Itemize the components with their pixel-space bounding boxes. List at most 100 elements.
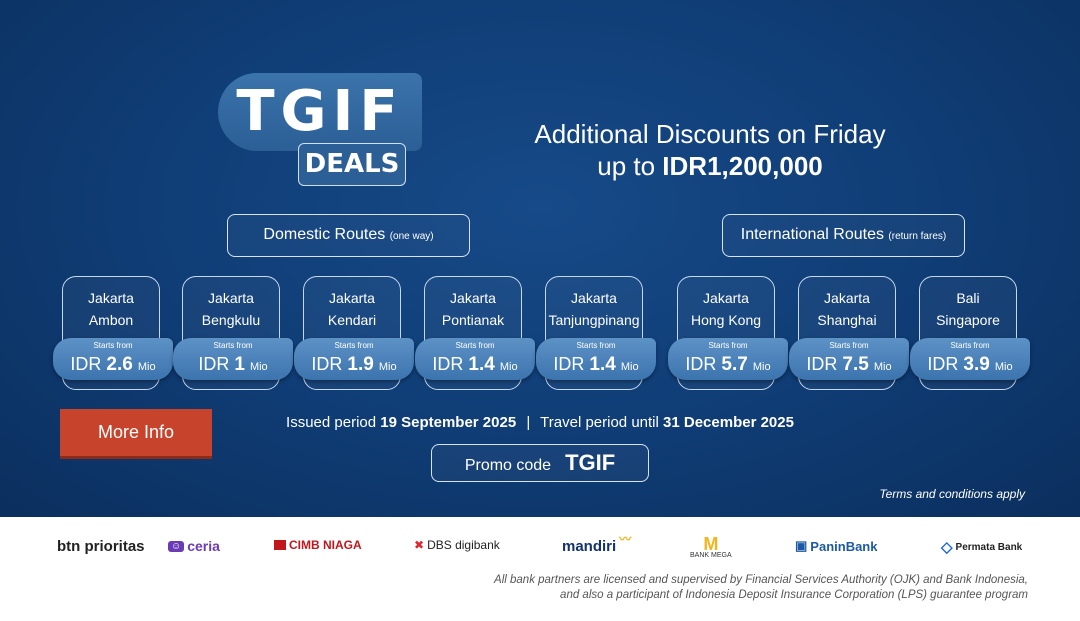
tgif-logo: TGIF <box>218 73 422 151</box>
price-pill: Starts from IDR 1.9 Mio <box>294 338 414 380</box>
route-cities: Jakarta Bengkulu <box>183 287 279 331</box>
price-pill: Starts from IDR 7.5 Mio <box>789 338 909 380</box>
currency: IDR <box>311 354 343 374</box>
route-destination: Shanghai <box>817 312 877 328</box>
starts-from-label: Starts from <box>829 341 869 350</box>
currency: IDR <box>198 354 230 374</box>
price-value: 1.4 <box>589 354 616 375</box>
price-value: 7.5 <box>842 354 869 375</box>
starts-from-label: Starts from <box>334 341 374 350</box>
route-card[interactable]: Jakarta Ambon Starts from IDR 2.6 Mio <box>53 276 173 390</box>
route-cities: Jakarta Ambon <box>63 287 159 331</box>
price-unit: Mio <box>873 361 892 373</box>
price-unit: Mio <box>752 361 771 373</box>
starts-from-label: Starts from <box>213 341 253 350</box>
route-origin: Jakarta <box>703 290 749 306</box>
international-note: (return fares) <box>888 231 947 242</box>
route-origin: Bali <box>956 290 980 306</box>
headline-line1: Additional Discounts on Friday <box>534 119 886 149</box>
international-label: International Routes <box>740 226 884 243</box>
price-pill: Starts from IDR 1 Mio <box>173 338 293 380</box>
terms-link[interactable]: Terms and conditions apply <box>879 487 1025 501</box>
route-destination: Bengkulu <box>201 312 261 328</box>
route-destination: Pontianak <box>441 312 505 328</box>
price-unit: Mio <box>499 361 518 373</box>
domestic-routes-header: Domestic Routes (one way) <box>227 214 470 257</box>
disclaimer: All bank partners are licensed and super… <box>388 573 1028 603</box>
starts-from-label: Starts from <box>93 341 133 350</box>
headline-amount: IDR1,200,000 <box>662 151 823 181</box>
currency: IDR <box>432 354 464 374</box>
route-cities: Bali Singapore <box>920 287 1016 331</box>
international-routes-header: International Routes (return fares) <box>722 214 965 257</box>
promo-code-box: Promo code TGIF <box>431 444 649 482</box>
starts-from-label: Starts from <box>455 341 495 350</box>
bank-logo-mandiri: mandiri 〰 <box>562 532 632 555</box>
starts-from-label: Starts from <box>708 341 748 350</box>
route-cities: Jakarta Kendari <box>304 287 400 331</box>
domestic-label: Domestic Routes <box>263 226 386 243</box>
bank-logo-permata: ◇ Permata Bank <box>941 539 1023 556</box>
route-origin: Jakarta <box>571 290 617 306</box>
price-value: 2.6 <box>106 354 133 375</box>
currency: IDR <box>927 354 959 374</box>
domestic-note: (one way) <box>389 231 434 242</box>
bank-logo-ceria: ☺ ceria <box>168 538 220 554</box>
route-origin: Jakarta <box>88 290 134 306</box>
route-destination: Hong Kong <box>690 312 762 328</box>
route-cities: Jakarta Pontianak <box>425 287 521 331</box>
price-value: 1.4 <box>468 354 495 375</box>
issued-date: 19 September 2025 <box>380 414 517 431</box>
bank-logo-panin: ▣ PaninBank <box>795 538 878 554</box>
route-cities: Jakarta Shanghai <box>799 287 895 331</box>
headline: Additional Discounts on Friday up to IDR… <box>500 118 920 182</box>
more-info-button[interactable]: More Info <box>60 409 212 459</box>
currency: IDR <box>806 354 838 374</box>
disclaimer-line2: and also a participant of Indonesia Depo… <box>560 589 1028 601</box>
travel-label: Travel period until <box>540 414 659 431</box>
price-pill: Starts from IDR 1.4 Mio <box>415 338 535 380</box>
price-unit: Mio <box>994 361 1013 373</box>
currency: IDR <box>685 354 717 374</box>
route-card[interactable]: Jakarta Pontianak Starts from IDR 1.4 Mio <box>415 276 535 390</box>
route-card[interactable]: Jakarta Bengkulu Starts from IDR 1 Mio <box>173 276 293 390</box>
route-card[interactable]: Jakarta Kendari Starts from IDR 1.9 Mio <box>294 276 414 390</box>
travel-date: 31 December 2025 <box>663 414 794 431</box>
price-value: 1.9 <box>347 354 374 375</box>
headline-prefix: up to <box>597 151 656 181</box>
route-card[interactable]: Jakarta Hong Kong Starts from IDR 5.7 Mio <box>668 276 788 390</box>
route-destination: Kendari <box>327 312 377 328</box>
price-pill: Starts from IDR 1.4 Mio <box>536 338 656 380</box>
price-pill: Starts from IDR 5.7 Mio <box>668 338 788 380</box>
promo-banner: TGIF DEALS Additional Discounts on Frida… <box>0 0 1080 517</box>
route-card[interactable]: Jakarta Shanghai Starts from IDR 7.5 Mio <box>789 276 909 390</box>
price-unit: Mio <box>137 361 156 373</box>
currency: IDR <box>553 354 585 374</box>
price-unit: Mio <box>620 361 639 373</box>
disclaimer-line1: All bank partners are licensed and super… <box>494 574 1028 586</box>
bank-logo-btn: btn prioritas <box>57 538 145 555</box>
price-pill: Starts from IDR 3.9 Mio <box>910 338 1030 380</box>
route-cities: Jakarta Tanjungpinang <box>546 287 642 331</box>
price-unit: Mio <box>249 361 268 373</box>
separator: | <box>526 414 531 431</box>
bank-logo-cimb: CIMB NIAGA <box>274 538 362 552</box>
deals-logo: DEALS <box>298 143 406 186</box>
price-unit: Mio <box>378 361 397 373</box>
promo-code: TGIF <box>565 450 616 475</box>
issued-label: Issued period <box>286 414 377 431</box>
currency: IDR <box>70 354 102 374</box>
starts-from-label: Starts from <box>576 341 616 350</box>
bank-logo-mega: M BANK MEGA <box>690 534 732 559</box>
route-origin: Jakarta <box>208 290 254 306</box>
route-card[interactable]: Jakarta Tanjungpinang Starts from IDR 1.4… <box>536 276 656 390</box>
route-origin: Jakarta <box>450 290 496 306</box>
route-origin: Jakarta <box>329 290 375 306</box>
bank-logo-dbs: ✖ DBS digibank <box>414 538 500 552</box>
route-destination: Singapore <box>936 312 1000 328</box>
starts-from-label: Starts from <box>950 341 990 350</box>
route-card[interactable]: Bali Singapore Starts from IDR 3.9 Mio <box>910 276 1030 390</box>
period-text: Issued period 19 September 2025 | Travel… <box>250 414 830 431</box>
price-value: 3.9 <box>963 354 990 375</box>
promo-label: Promo code <box>464 457 552 474</box>
